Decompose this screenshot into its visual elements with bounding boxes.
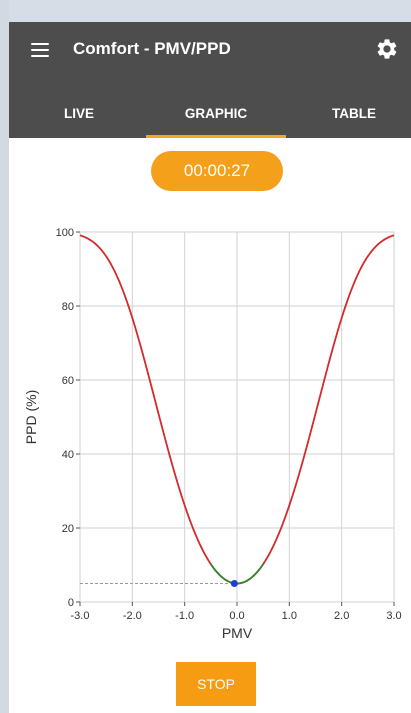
y-tick-label: 80	[62, 301, 74, 313]
y-tick-label: 40	[62, 449, 74, 461]
x-tick-label: 1.0	[282, 610, 297, 622]
top-edge	[0, 0, 411, 22]
x-tick-label: -3.0	[71, 610, 90, 622]
tab-graphic[interactable]: GRAPHIC	[146, 92, 286, 138]
gear-icon[interactable]	[375, 37, 399, 61]
current-value-marker	[230, 580, 238, 587]
x-tick-label: 3.0	[386, 610, 401, 622]
pmv-ppd-chart: -3.0 -2.0 -1.0 0.0 1.0 2.0 3.0 0 20 40 60 80 100 PMV…	[23, 227, 402, 641]
hamburger-menu-icon[interactable]	[31, 43, 49, 58]
x-tick-label: 0.0	[229, 610, 244, 622]
y-tick-label: 100	[56, 227, 74, 239]
app-screen: Comfort - PMV/PPD LIVE GRAPHIC TABLE 00:…	[9, 22, 411, 713]
x-tick-label: -2.0	[123, 610, 142, 622]
tab-bar: LIVE GRAPHIC TABLE	[9, 92, 411, 138]
left-edge	[0, 0, 9, 713]
app-bar: Comfort - PMV/PPD LIVE GRAPHIC TABLE	[9, 22, 411, 138]
page-title: Comfort - PMV/PPD	[73, 39, 231, 58]
x-tick-label: -1.0	[175, 610, 194, 622]
y-tick-label: 60	[62, 375, 74, 387]
tab-live[interactable]: LIVE	[63, 106, 94, 121]
stop-button[interactable]: STOP	[176, 662, 256, 706]
elapsed-timer: 00:00:27	[151, 151, 283, 191]
y-axis-label: PPD (%)	[23, 390, 39, 444]
x-tick-label: 2.0	[334, 610, 349, 622]
y-tick-label: 0	[68, 597, 74, 609]
tab-table[interactable]: TABLE	[332, 106, 376, 121]
x-axis-label: PMV	[222, 625, 253, 641]
y-tick-label: 20	[62, 523, 74, 535]
